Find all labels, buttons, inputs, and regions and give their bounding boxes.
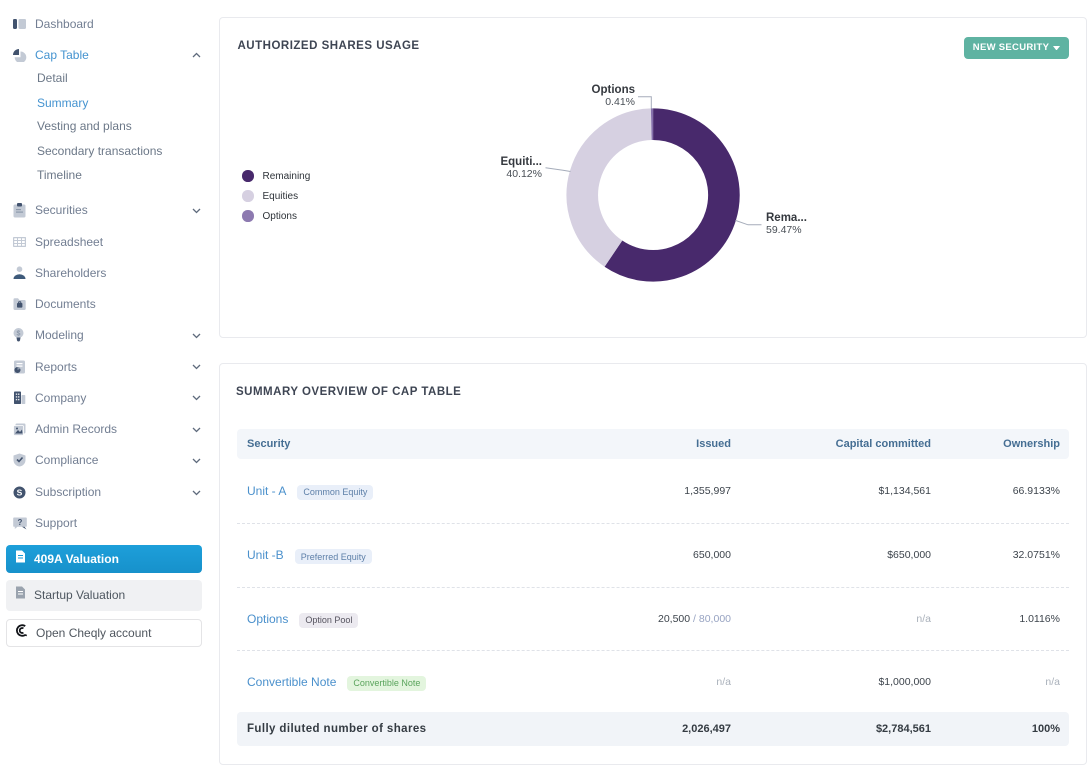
svg-text:?: ? [18,518,23,527]
svg-text:S: S [17,487,23,497]
svg-text:$: $ [17,331,21,338]
